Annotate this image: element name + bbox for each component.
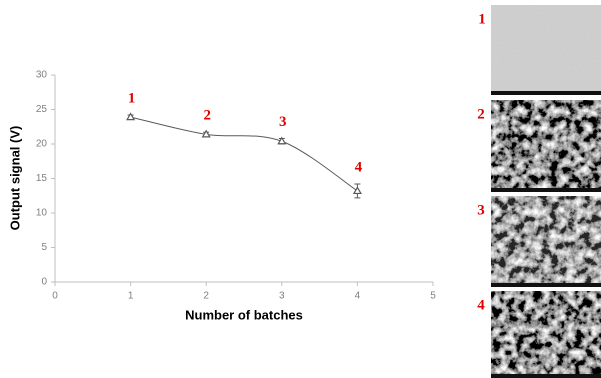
x-tick-label: 1: [128, 291, 134, 302]
x-tick-label: 3: [279, 291, 285, 302]
point-annotation: 3: [279, 114, 287, 130]
series-line: [131, 117, 358, 191]
scale-strip: [491, 283, 601, 287]
point-annotation: 1: [128, 90, 136, 106]
scale-strip: [491, 188, 601, 192]
y-tick-label: 25: [36, 104, 48, 115]
x-tick-label: 4: [355, 291, 361, 302]
micrograph: [491, 100, 601, 192]
y-tick-label: 10: [36, 208, 48, 219]
point-annotation: 2: [203, 108, 211, 124]
y-axis-title: Output signal (V): [7, 126, 22, 231]
micrograph: [491, 196, 601, 287]
micrograph-panels: 1 2 3 4: [477, 5, 601, 378]
marker: [127, 114, 134, 120]
y-tick-label: 30: [36, 70, 48, 81]
panel-label: 1: [478, 11, 486, 27]
x-tick-label: 0: [52, 291, 58, 302]
panel-label: 4: [477, 297, 485, 313]
x-tick-label: 2: [203, 291, 209, 302]
figure: Output signal (V) Number of batches 1 2 …: [0, 0, 601, 378]
marker: [354, 187, 361, 193]
micrograph-texture: [491, 5, 601, 95]
point-annotation: 4: [355, 159, 363, 175]
y-tick-label: 15: [36, 173, 48, 184]
panel-label: 2: [477, 106, 485, 122]
x-tick-label: 5: [430, 291, 436, 302]
y-tick-label: 5: [41, 242, 47, 253]
y-tick-label: 0: [41, 277, 47, 288]
micrograph: [491, 291, 601, 378]
scale-strip: [491, 374, 601, 378]
x-axis-title: Number of batches: [185, 307, 303, 322]
scale-strip: [491, 91, 601, 95]
y-tick-label: 20: [36, 139, 48, 150]
panel-label: 3: [477, 202, 485, 218]
